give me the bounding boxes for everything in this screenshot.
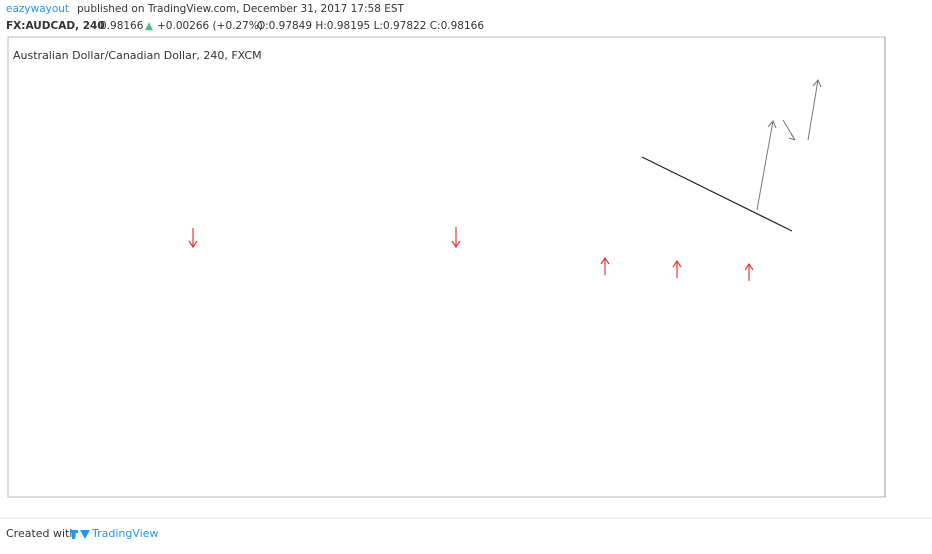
drawings <box>188 79 822 281</box>
forecast-path <box>756 79 822 211</box>
down-arrow <box>188 228 198 249</box>
tv-logo <box>70 530 90 539</box>
last-price: 0.98166 <box>100 20 144 32</box>
up-arrow <box>744 262 754 281</box>
trend-line <box>641 156 793 232</box>
down-arrow <box>451 227 461 249</box>
up-arrow <box>600 256 610 275</box>
chart-title: Australian Dollar/Canadian Dollar, 240, … <box>13 49 262 62</box>
up-arrow <box>672 259 682 278</box>
author[interactable]: eazywayout <box>6 3 69 15</box>
created-with: Created with <box>6 527 76 540</box>
published: published on TradingView.com, December 3… <box>77 3 405 15</box>
ohlc: O:0.97849 H:0.98195 L:0.97822 C:0.98166 <box>257 20 484 32</box>
symbol: FX:AUDCAD, 240 <box>6 20 105 32</box>
change-arrow: ▲ <box>145 20 154 32</box>
brand[interactable]: TradingView <box>91 527 158 540</box>
change: +0.00266 (+0.27%) <box>157 20 263 32</box>
